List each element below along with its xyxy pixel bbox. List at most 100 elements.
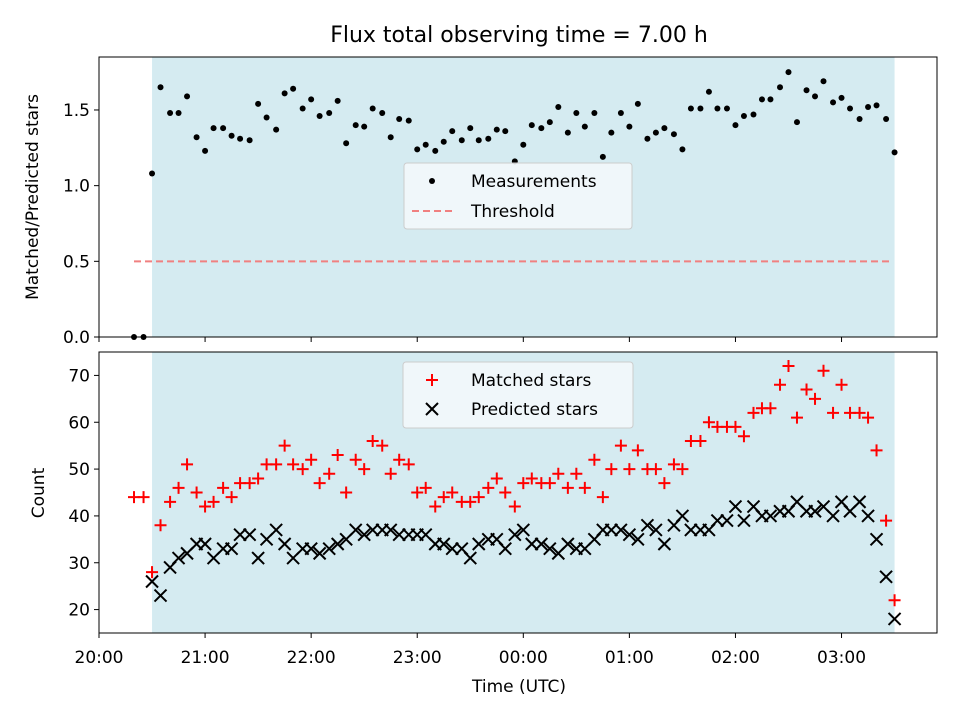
- measurement-point: [157, 84, 164, 91]
- matched-star-point: [393, 453, 406, 466]
- predicted-star-point: [357, 527, 371, 542]
- count-panel: 20:00 21:00 22:00 23:00 00:00 01:00 02:00 03:00…: [29, 351, 938, 668]
- matched-star-point: [862, 411, 875, 424]
- matched-star-point: [190, 486, 203, 499]
- measurement-point: [458, 137, 465, 144]
- predicted-star-point: [322, 541, 336, 556]
- predicted-star-point: [710, 513, 725, 528]
- measurement-point: [538, 125, 545, 132]
- matched-star-point: [880, 514, 893, 527]
- x-tick-label: 02:00: [711, 648, 760, 668]
- x-tick-label: 03:00: [817, 648, 866, 668]
- ratio-y-tick-label: 1.5: [63, 101, 90, 121]
- predicted-star-point: [463, 551, 477, 565]
- matched-star-point: [747, 406, 760, 419]
- measurement-point: [405, 117, 412, 124]
- matched-star-point: [464, 495, 477, 508]
- predicted-star-point: [498, 541, 512, 556]
- measurement-point: [546, 119, 553, 126]
- predicted-star-point: [348, 523, 363, 537]
- matched-star-point: [702, 416, 715, 429]
- measurement-point: [679, 146, 686, 153]
- matched-star-point: [570, 467, 583, 480]
- predicted-star-point: [472, 537, 486, 551]
- matched-star-point: [358, 463, 371, 476]
- legend-matched-marker: [426, 374, 438, 386]
- x-tick-label: 00:00: [499, 648, 548, 668]
- matched-star-point: [146, 566, 159, 579]
- measurement-point: [273, 126, 280, 133]
- predicted-star-point: [869, 532, 884, 547]
- measurement-point: [432, 147, 439, 154]
- matched-star-point: [446, 486, 459, 499]
- measurement-point: [520, 141, 527, 148]
- matched-star-point: [517, 477, 530, 490]
- measurement-point: [369, 105, 376, 112]
- predicted-star-point: [861, 509, 875, 523]
- ratio-y-tick-label: 0.5: [63, 252, 90, 272]
- measurement-point: [599, 153, 606, 160]
- ratio-y-tick-label: 0.0: [63, 328, 90, 348]
- measurement-point: [697, 105, 704, 112]
- measurement-point: [485, 135, 492, 142]
- matched-star-point: [164, 495, 177, 508]
- measurement-point: [361, 123, 368, 130]
- predicted-star-point: [508, 527, 522, 542]
- matched-star-point: [366, 434, 379, 447]
- matched-star-point: [402, 458, 415, 471]
- matched-star-point: [207, 495, 220, 508]
- predicted-star-point: [330, 537, 345, 551]
- measurement-point: [237, 135, 244, 142]
- measurement-point: [723, 105, 730, 112]
- matched-star-point: [835, 378, 848, 391]
- predicted-star-point: [269, 523, 283, 537]
- measurement-point: [175, 110, 182, 116]
- matched-star-point: [658, 477, 671, 490]
- measurement-point: [634, 100, 641, 107]
- predicted-star-point: [365, 523, 380, 537]
- legend-predicted-label: Predicted stars: [471, 400, 598, 420]
- legend-matched-label: Matched stars: [471, 371, 591, 391]
- matched-star-point: [561, 481, 574, 494]
- predicted-star-point: [657, 537, 672, 551]
- predicted-star-point: [649, 523, 663, 537]
- matched-star-point: [800, 383, 813, 396]
- matched-star-point: [490, 472, 503, 485]
- legend-measurements-label: Measurements: [471, 172, 597, 192]
- predicted-star-point: [153, 588, 168, 603]
- legend-measurements-marker: [429, 178, 435, 184]
- predicted-star-point: [728, 499, 743, 514]
- measurement-point: [873, 102, 880, 109]
- chart-title: Flux total observing time = 7.00 h: [330, 23, 708, 48]
- predicted-star-point: [437, 537, 451, 551]
- predicted-star-point: [826, 509, 840, 523]
- matched-star-point: [331, 449, 344, 462]
- measurement-point: [803, 87, 810, 94]
- matched-star-point: [199, 500, 212, 513]
- x-tick-label: 21:00: [181, 648, 230, 668]
- matched-star-point: [543, 477, 556, 490]
- predicted-star-point: [561, 537, 575, 551]
- matched-star-point: [376, 439, 389, 452]
- measurement-point: [687, 105, 694, 112]
- predicted-star-point: [304, 541, 318, 556]
- measurement-point: [581, 123, 588, 130]
- measurement-point: [326, 110, 333, 116]
- measurement-point: [202, 147, 209, 154]
- measurement-point: [714, 105, 721, 112]
- matched-star-point: [596, 491, 609, 504]
- predicted-star-point: [384, 523, 398, 537]
- predicted-star-point: [534, 537, 549, 551]
- matched-star-point: [437, 491, 450, 504]
- measurement-point: [777, 84, 784, 91]
- predicted-star-point: [525, 537, 539, 551]
- matched-star-point: [252, 472, 265, 485]
- predicted-star-point: [763, 509, 778, 523]
- measurement-point: [812, 93, 819, 100]
- matched-star-point: [737, 430, 750, 443]
- x-tick-label: 20:00: [75, 648, 124, 668]
- count-legend: Matched stars Predicted stars: [402, 361, 634, 429]
- matched-star-point: [888, 594, 901, 607]
- count-legend-box: [402, 361, 634, 429]
- ratio-panel: 0.0 0.5 1.0 1.5 Matched/Predicted stars Mea…: [23, 56, 938, 348]
